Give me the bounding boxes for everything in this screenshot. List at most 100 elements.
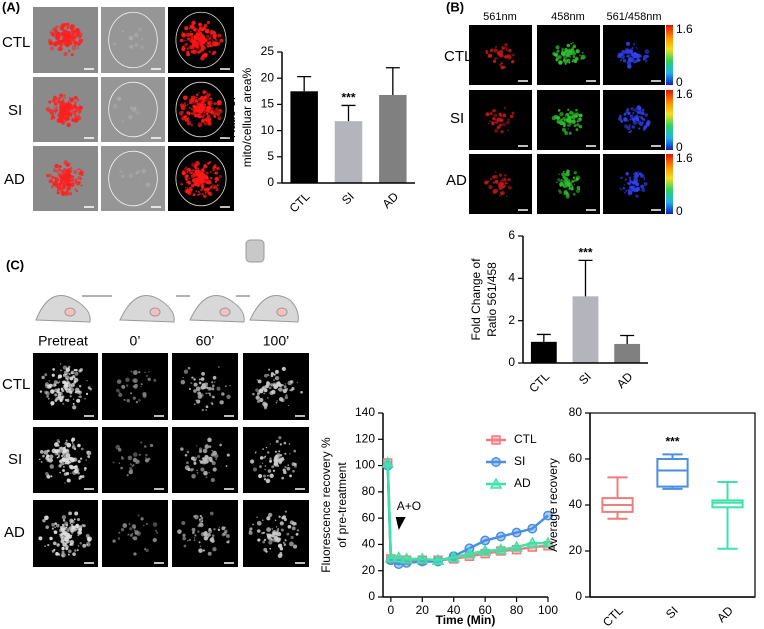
- image-speck: [198, 92, 200, 94]
- image-speck: [128, 523, 131, 525]
- image-speck: [60, 461, 65, 466]
- image-speck: [71, 442, 74, 444]
- image-speck: [51, 404, 53, 407]
- image-speck: [573, 59, 578, 64]
- image-speck: [75, 368, 78, 372]
- image-speck: [183, 369, 189, 374]
- image-speck: [140, 517, 144, 521]
- image-speck: [277, 543, 283, 549]
- image-speck: [218, 366, 220, 368]
- image-speck: [195, 386, 201, 392]
- image-speck: [139, 45, 144, 49]
- image-speck: [65, 439, 68, 442]
- image-speck: [79, 107, 81, 110]
- image-speck: [54, 526, 56, 529]
- image-speck: [138, 178, 141, 180]
- image-speck: [636, 171, 640, 174]
- image-speck: [58, 447, 61, 449]
- image-speck: [215, 177, 217, 180]
- image-speck: [505, 46, 508, 49]
- image-speck: [553, 114, 558, 119]
- image-speck: [74, 371, 79, 376]
- image-speck: [53, 101, 58, 106]
- image-speck: [629, 118, 632, 121]
- image-speck: [291, 462, 296, 466]
- image-speck: [278, 459, 283, 464]
- image-speck: [38, 536, 43, 541]
- image-speck: [218, 526, 221, 528]
- image-speck: [186, 187, 189, 189]
- image-speck: [70, 53, 74, 57]
- image-speck: [47, 543, 50, 547]
- whisker: [717, 507, 738, 550]
- image: [101, 146, 165, 211]
- image-speck: [207, 162, 210, 165]
- image-speck: [620, 176, 623, 180]
- image-speck: [61, 113, 66, 119]
- image-speck: [118, 531, 121, 534]
- image-speck: [273, 458, 278, 462]
- y-tick-label: 40: [569, 497, 583, 511]
- image-speck: [191, 376, 194, 379]
- image-speck: [46, 174, 50, 178]
- image-speck: [259, 465, 262, 468]
- image-speck: [185, 32, 190, 37]
- image-speck: [562, 116, 566, 121]
- image-speck: [76, 398, 81, 403]
- image-speck: [256, 399, 261, 403]
- image-speck: [580, 57, 583, 60]
- image-speck: [196, 96, 198, 99]
- colorbar: [666, 90, 673, 150]
- image-speck: [155, 531, 159, 534]
- image-speck: [59, 119, 64, 124]
- column-label: 0’: [130, 333, 141, 349]
- colorbar: [666, 25, 673, 85]
- image-speck: [568, 116, 571, 119]
- image-speck: [267, 469, 272, 473]
- x-tick-label: CTL: [600, 603, 626, 629]
- image-speck: [223, 531, 227, 536]
- bar: [334, 121, 363, 183]
- image-speck: [133, 378, 138, 384]
- image-speck: [61, 523, 65, 527]
- image-speck: [187, 180, 191, 185]
- image-speck: [78, 396, 80, 398]
- image-speck: [275, 526, 278, 528]
- image-speck: [78, 38, 83, 44]
- panel-label: (A): [2, 0, 20, 14]
- image-speck: [192, 174, 196, 177]
- image-speck: [279, 553, 283, 557]
- y-axis-title: Ratio 561/458: [485, 262, 499, 337]
- image-speck: [56, 114, 60, 117]
- image-speck: [291, 386, 295, 391]
- image-speck: [112, 461, 115, 464]
- image-speck: [264, 465, 267, 467]
- image-speck: [644, 49, 650, 55]
- cell-outline: [175, 81, 227, 138]
- image-speck: [500, 65, 504, 70]
- image-speck: [211, 461, 216, 466]
- image-speck: [222, 393, 225, 396]
- image-speck: [645, 122, 650, 127]
- image-speck: [190, 45, 195, 50]
- image-speck: [292, 521, 296, 526]
- image-speck: [212, 114, 217, 118]
- image-speck: [72, 437, 74, 439]
- image-speck: [263, 547, 268, 552]
- image-speck: [279, 397, 284, 402]
- image-speck: [188, 106, 191, 109]
- image-speck: [489, 120, 491, 122]
- image-speck: [77, 175, 82, 180]
- image-speck: [283, 543, 286, 547]
- bar: [290, 91, 318, 183]
- y-tick-label: 60: [362, 510, 376, 524]
- image-speck: [507, 185, 512, 190]
- image-speck: [217, 100, 222, 106]
- image-speck: [487, 53, 493, 58]
- image-speck: [285, 387, 289, 391]
- image-speck: [55, 45, 57, 47]
- image-speck: [276, 456, 280, 460]
- image-speck: [73, 468, 79, 474]
- image-speck: [71, 178, 75, 182]
- image-speck: [193, 34, 199, 40]
